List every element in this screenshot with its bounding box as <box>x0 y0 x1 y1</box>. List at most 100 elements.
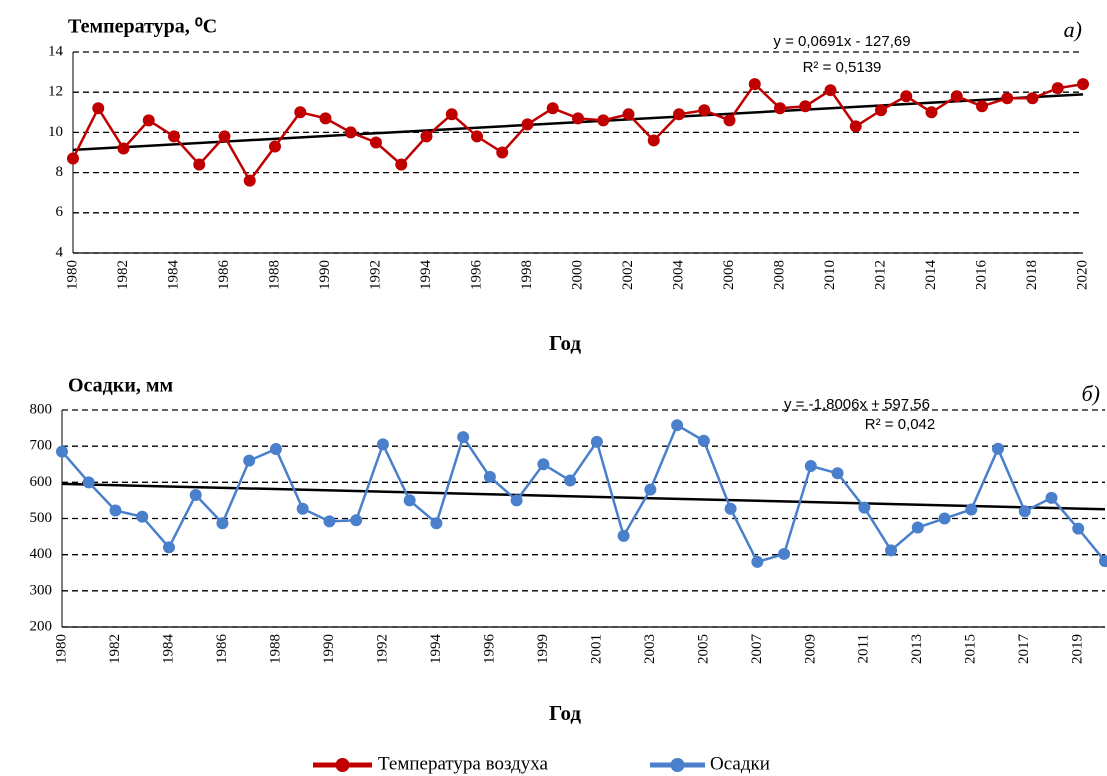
legend-marker <box>335 758 350 772</box>
y-tick-label: 14 <box>48 43 64 59</box>
data-point <box>644 483 657 496</box>
data-point <box>82 476 95 489</box>
x-tick-label: 1992 <box>367 260 383 290</box>
data-point <box>109 504 122 517</box>
data-point <box>590 435 603 448</box>
data-point <box>56 445 68 458</box>
y-tick-label: 6 <box>56 204 64 220</box>
data-point <box>950 90 963 103</box>
data-point <box>778 547 791 560</box>
x-tick-label: 2014 <box>923 260 939 291</box>
data-point <box>510 494 523 507</box>
data-point <box>471 130 483 143</box>
data-point <box>218 130 231 143</box>
x-tick-label: 1996 <box>468 260 484 291</box>
x-tick-label: 1980 <box>53 634 69 664</box>
data-point <box>319 112 332 125</box>
data-point <box>395 158 408 171</box>
x-tick-label: 1990 <box>317 260 333 290</box>
data-point <box>296 502 309 515</box>
data-point <box>193 158 206 171</box>
x-tick-label: 2019 <box>1070 634 1086 664</box>
data-point <box>698 104 711 117</box>
data-point <box>976 100 988 113</box>
x-tick-label: 2001 <box>588 634 604 664</box>
series-line <box>61 423 1106 564</box>
data-point <box>748 78 761 91</box>
y-tick-label: 700 <box>30 438 53 454</box>
data-point <box>162 541 175 554</box>
data-point <box>1051 82 1064 95</box>
x-tick-label: 2013 <box>909 634 925 664</box>
data-point <box>804 460 817 473</box>
data-point <box>216 517 229 530</box>
data-point <box>671 419 684 432</box>
y-tick-label: 12 <box>48 84 63 100</box>
x-tick-label: 2020 <box>1074 260 1090 290</box>
data-point <box>992 442 1005 455</box>
legend-label: Осадки <box>710 753 770 774</box>
data-point <box>597 114 610 127</box>
data-point <box>189 488 202 501</box>
data-point <box>774 102 786 115</box>
data-point <box>900 90 913 103</box>
legend-label: Температура воздуха <box>378 753 549 774</box>
data-point <box>370 136 382 149</box>
data-point <box>885 544 898 557</box>
x-tick-label: 2005 <box>695 634 711 664</box>
data-point <box>136 510 149 523</box>
data-point <box>117 142 130 155</box>
x-tick-label: 2010 <box>822 260 838 290</box>
y-tick-label: 500 <box>30 510 53 526</box>
trendline <box>61 482 1106 511</box>
x-tick-label: 2017 <box>1016 634 1032 665</box>
data-point <box>430 517 443 530</box>
trend-r-squared: R² = 0,042 <box>865 416 935 433</box>
x-tick-label: 1984 <box>165 260 181 291</box>
data-point <box>168 130 180 143</box>
data-point <box>546 102 559 115</box>
trend-equation: y = 0,0691x - 127,69 <box>773 33 910 50</box>
data-point <box>92 102 105 115</box>
x-tick-label: 2016 <box>973 260 989 291</box>
data-point <box>269 443 282 456</box>
data-point <box>243 174 256 187</box>
trend-r-squared: R² = 0,5139 <box>803 59 882 76</box>
data-point <box>1001 92 1014 105</box>
data-point <box>564 474 577 487</box>
data-point <box>824 84 837 97</box>
data-point <box>420 130 433 143</box>
x-tick-label: 2008 <box>771 260 787 290</box>
x-tick-label: 1982 <box>115 260 131 290</box>
data-point <box>1026 92 1039 105</box>
y-tick-label: 4 <box>56 244 64 260</box>
x-tick-label: 1982 <box>107 634 123 664</box>
data-point <box>483 470 496 483</box>
x-tick-label: 1990 <box>321 634 337 664</box>
x-tick-label: 1986 <box>214 634 230 665</box>
data-point <box>673 108 685 121</box>
y-tick-label: 8 <box>56 164 64 180</box>
data-point <box>496 146 509 159</box>
x-tick-label: 2003 <box>642 634 658 664</box>
data-point <box>938 512 951 525</box>
x-tick-label: 1992 <box>374 634 390 664</box>
data-point <box>323 515 336 528</box>
data-point <box>344 126 357 139</box>
y-tick-label: 10 <box>48 124 63 140</box>
data-point <box>1099 555 1107 568</box>
x-tick-label: 2002 <box>620 260 636 290</box>
data-point <box>521 118 534 131</box>
x-tick-label: 2004 <box>670 260 686 291</box>
data-point <box>350 514 363 527</box>
data-point <box>67 152 79 165</box>
x-axis-title: Год <box>549 331 581 355</box>
data-point <box>849 120 862 133</box>
y-tick-label: 800 <box>30 401 53 417</box>
data-point <box>1077 78 1089 91</box>
y-tick-label: 200 <box>30 618 53 634</box>
data-point <box>142 114 155 127</box>
x-tick-label: 2012 <box>872 260 888 290</box>
data-point <box>1045 491 1058 504</box>
